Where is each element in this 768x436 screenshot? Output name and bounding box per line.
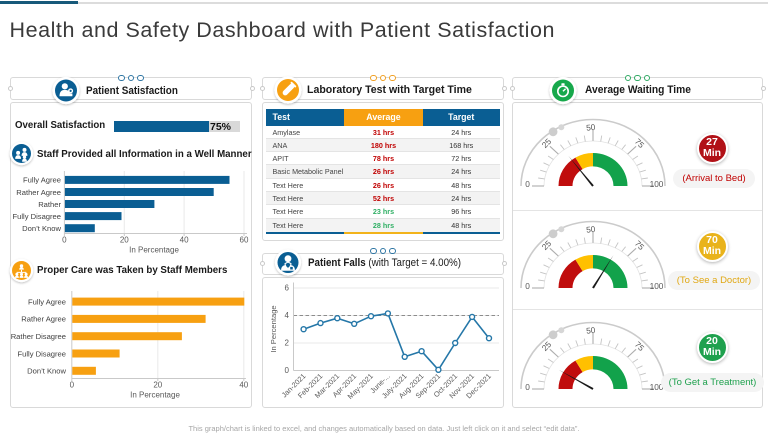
svg-text:60: 60 bbox=[240, 236, 249, 245]
svg-text:Rather Agree: Rather Agree bbox=[21, 315, 66, 324]
svg-text:50: 50 bbox=[586, 122, 597, 133]
svg-text:0: 0 bbox=[285, 366, 290, 375]
svg-text:100: 100 bbox=[650, 382, 664, 392]
svg-text:4: 4 bbox=[285, 311, 290, 320]
svg-text:20: 20 bbox=[120, 236, 129, 245]
svg-text:Don’t Know: Don’t Know bbox=[22, 224, 61, 233]
svg-text:In Percentage: In Percentage bbox=[129, 246, 179, 255]
svg-text:Don’t Know: Don’t Know bbox=[27, 367, 66, 376]
svg-text:In Percentage: In Percentage bbox=[130, 391, 180, 400]
svg-text:Rather: Rather bbox=[38, 200, 61, 209]
svg-text:Fully Disagree: Fully Disagree bbox=[17, 349, 66, 358]
svg-text:In Percentage: In Percentage bbox=[269, 305, 278, 352]
svg-text:0: 0 bbox=[62, 236, 67, 245]
svg-text:Rather Disagree: Rather Disagree bbox=[11, 332, 66, 341]
svg-text:2: 2 bbox=[285, 339, 290, 348]
svg-text:0: 0 bbox=[525, 179, 530, 189]
svg-text:Fully Disagree: Fully Disagree bbox=[12, 212, 61, 221]
svg-text:20: 20 bbox=[153, 381, 162, 390]
svg-text:0: 0 bbox=[70, 381, 75, 390]
svg-text:Fully Agree: Fully Agree bbox=[23, 176, 61, 185]
svg-text:40: 40 bbox=[239, 381, 248, 390]
svg-text:100: 100 bbox=[650, 179, 664, 189]
svg-text:0: 0 bbox=[525, 281, 530, 291]
svg-text:Rather Agree: Rather Agree bbox=[16, 188, 61, 197]
svg-text:40: 40 bbox=[180, 236, 189, 245]
svg-text:0: 0 bbox=[525, 382, 530, 392]
svg-text:50: 50 bbox=[586, 224, 597, 235]
svg-text:100: 100 bbox=[650, 281, 664, 291]
svg-text:50: 50 bbox=[586, 325, 597, 336]
svg-text:Fully Agree: Fully Agree bbox=[28, 297, 66, 306]
svg-text:6: 6 bbox=[285, 284, 290, 293]
